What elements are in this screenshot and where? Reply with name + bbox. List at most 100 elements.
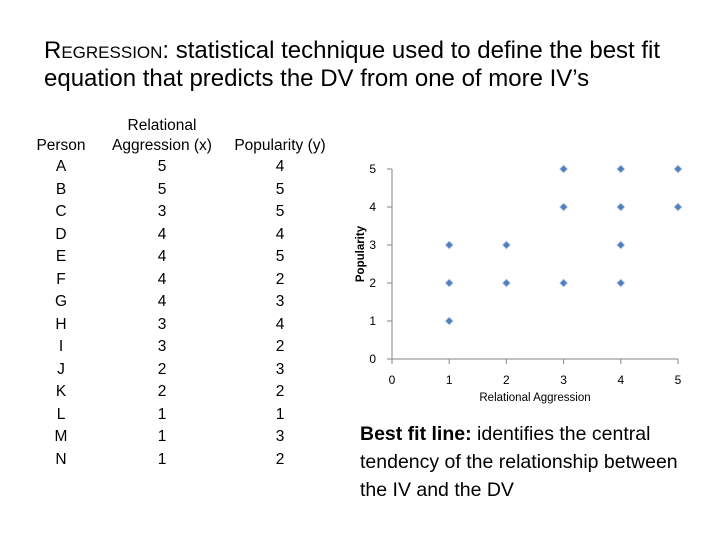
data-point	[616, 278, 626, 288]
y-tick-label: 0	[369, 352, 376, 366]
header-relational-aggression: Relational Aggression (x)	[100, 116, 224, 156]
chart-points	[444, 164, 683, 326]
data-point	[673, 164, 683, 174]
cell-person: G	[54, 293, 68, 310]
cell-person: C	[55, 203, 67, 220]
data-point	[444, 278, 454, 288]
data-point	[559, 202, 569, 212]
data-point	[616, 164, 626, 174]
best-fit-note: Best fit line: identifies the central te…	[360, 420, 710, 504]
x-tick-label: 4	[617, 373, 624, 387]
cell-popularity: 4	[223, 223, 336, 246]
x-tick-label: 3	[560, 373, 567, 387]
title-definition: : statistical technique used to define t…	[44, 37, 661, 92]
cell-aggression: 4	[100, 246, 224, 269]
cell-popularity: 5	[223, 246, 336, 269]
slide-title: Regression: statistical technique used t…	[44, 37, 704, 93]
cell-person: D	[55, 225, 67, 243]
header-popularity: Popularity (y)	[223, 116, 336, 156]
note-term: Best fit line:	[360, 423, 472, 445]
data-point	[559, 164, 569, 174]
y-tick-label: 2	[369, 276, 376, 290]
cell-aggression: 1	[100, 403, 224, 426]
cell-aggression: 2	[100, 358, 224, 381]
cell-person: J	[57, 360, 65, 378]
cell-popularity: 2	[223, 448, 336, 471]
x-tick-label: 5	[675, 373, 682, 387]
cell-popularity: 3	[223, 426, 336, 449]
cell-popularity: 5	[223, 178, 336, 201]
x-axis-label: Relational Aggression	[479, 392, 590, 404]
cell-aggression: 4	[100, 223, 224, 246]
cell-popularity: 3	[223, 358, 336, 381]
cell-aggression: 1	[100, 448, 224, 471]
x-tick-label: 0	[389, 373, 396, 387]
cell-aggression: 2	[100, 381, 224, 404]
data-point	[444, 240, 454, 250]
title-term: Regression	[44, 37, 163, 64]
y-tick-label: 1	[369, 314, 376, 328]
cell-aggression: 4	[100, 268, 224, 291]
data-point	[616, 240, 626, 250]
cell-person: N	[55, 450, 67, 468]
header-person: Person	[36, 137, 86, 154]
chart-axes	[391, 169, 678, 360]
y-tick-label: 4	[369, 200, 376, 214]
y-axis-label: Popularity	[355, 225, 367, 282]
y-tick-label: 3	[369, 238, 376, 252]
y-tick-label: 5	[369, 162, 376, 176]
data-point	[501, 240, 511, 250]
data-table: Person Relational Aggression (x) Populari…	[22, 116, 336, 471]
cell-popularity: 2	[223, 268, 336, 291]
data-point	[501, 278, 511, 288]
cell-popularity: 2	[223, 336, 336, 359]
chart-ticks: 0 1 2 3 4 5 0 1 2 3 4 5	[369, 162, 681, 387]
cell-person: B	[55, 180, 67, 198]
data-point	[444, 316, 454, 326]
cell-person: M	[54, 428, 68, 445]
cell-popularity: 4	[223, 156, 336, 179]
scatter-chart: 0 1 2 3 4 5 0 1 2 3 4 5 Relational Aggression Popul…	[355, 162, 683, 404]
cell-aggression: 5	[100, 156, 224, 179]
cell-popularity: 3	[223, 291, 336, 314]
cell-aggression: 3	[100, 336, 224, 359]
cell-person: I	[58, 338, 64, 355]
x-tick-label: 1	[446, 373, 453, 387]
table-header-row: Person Relational Aggression (x) Populari…	[22, 116, 336, 156]
data-point	[616, 202, 626, 212]
cell-aggression: 3	[100, 201, 224, 224]
cell-person: L	[56, 405, 66, 423]
cell-popularity: 5	[223, 201, 336, 224]
cell-popularity: 1	[223, 403, 336, 426]
cell-aggression: 1	[100, 426, 224, 449]
cell-person: K	[55, 383, 67, 400]
cell-aggression: 5	[100, 178, 224, 201]
cell-person: A	[55, 158, 67, 175]
cell-person: E	[55, 248, 67, 265]
data-point	[559, 278, 569, 288]
cell-aggression: 4	[100, 291, 224, 314]
cell-person: F	[56, 270, 66, 288]
cell-popularity: 2	[223, 381, 336, 404]
x-tick-label: 2	[503, 373, 510, 387]
cell-aggression: 3	[100, 313, 224, 336]
cell-popularity: 4	[223, 313, 336, 336]
note-definition: identifies the central tendency of the r…	[360, 423, 678, 501]
cell-person: H	[55, 315, 67, 333]
data-point	[673, 202, 683, 212]
